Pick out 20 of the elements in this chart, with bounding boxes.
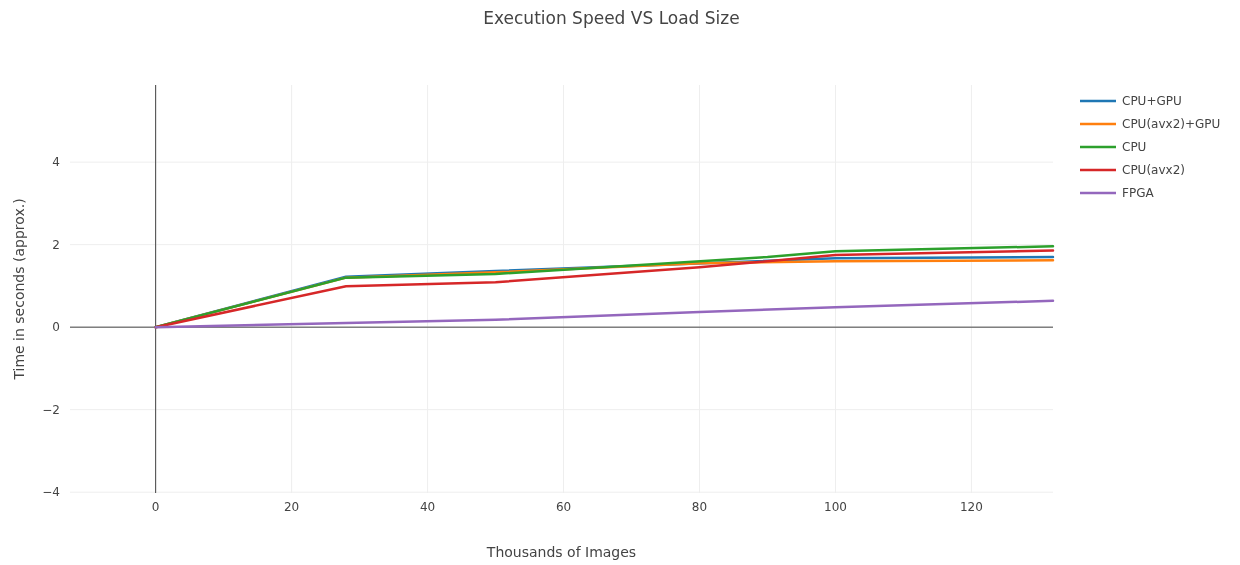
y-tick-label: 0 [52, 320, 60, 335]
x-tick-label: 0 [151, 500, 160, 514]
x-tick-label: 100 [824, 500, 847, 514]
legend-label: CPU(avx2)+GPU [1122, 117, 1221, 132]
y-tick-label: −2 [42, 402, 60, 417]
legend-label: CPU [1122, 140, 1147, 155]
legend-label: CPU(avx2) [1122, 163, 1185, 178]
x-tick-label: 60 [555, 500, 572, 514]
y-axis-title: Time in seconds (approx.) [11, 198, 27, 381]
y-tick-label: −4 [42, 485, 60, 500]
legend-label: CPU+GPU [1122, 94, 1182, 109]
x-tick-label: 80 [691, 500, 708, 514]
legend-label: FPGA [1122, 186, 1155, 201]
x-axis-title: Thousands of Images [485, 544, 637, 560]
x-tick-label: 40 [419, 500, 436, 514]
y-tick-label: 4 [52, 155, 60, 170]
x-tick-label: 120 [959, 500, 983, 514]
y-tick-label: 2 [52, 237, 60, 252]
x-tick-label: 20 [283, 500, 300, 514]
chart-title: Execution Speed VS Load Size [483, 8, 740, 28]
